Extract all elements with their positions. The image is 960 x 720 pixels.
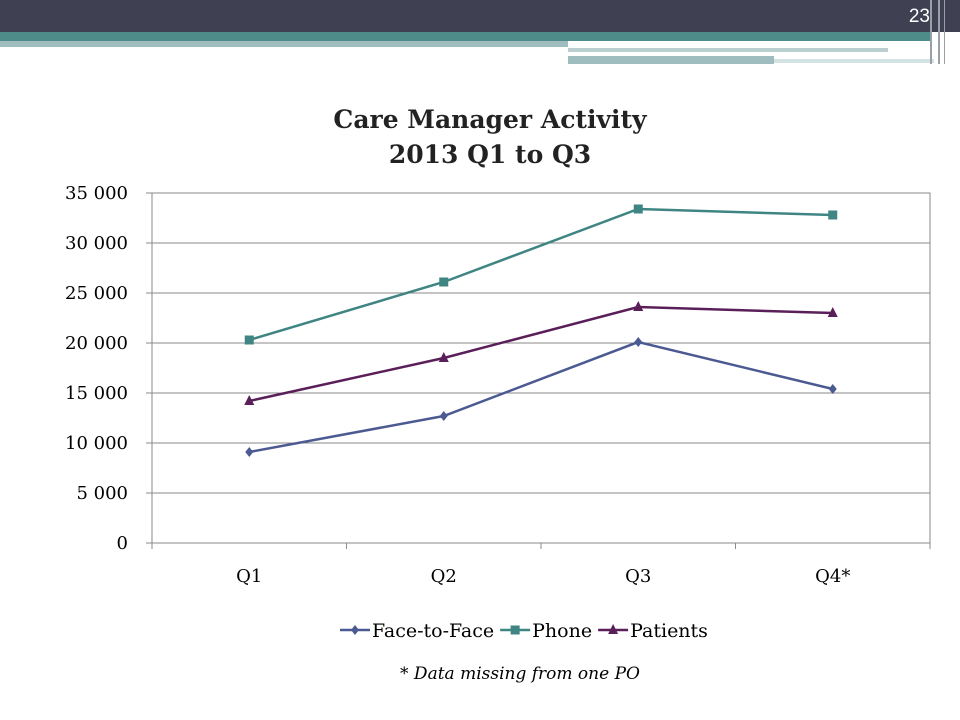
header-stripe xyxy=(774,59,934,63)
y-tick-label: 20 000 xyxy=(65,333,128,354)
y-tick-label: 10 000 xyxy=(65,433,128,454)
y-tick-label: 30 000 xyxy=(65,233,128,254)
header-stripe xyxy=(0,32,930,41)
header-divider xyxy=(930,0,932,64)
data-point-phone xyxy=(633,204,643,214)
y-tick-label: 5 000 xyxy=(76,483,128,504)
header-bar xyxy=(0,0,960,32)
x-tick-label: Q1 xyxy=(236,566,262,587)
data-point-phone xyxy=(244,335,254,345)
legend-marker-phone xyxy=(510,625,520,635)
data-point-patients xyxy=(633,301,644,311)
legend-marker-face-to-face xyxy=(351,625,359,635)
series-line-phone xyxy=(248,207,833,342)
header-stripe xyxy=(568,56,774,64)
series-line-patients xyxy=(248,305,833,403)
series-line-face-to-face xyxy=(249,340,834,454)
y-tick-label: 25 000 xyxy=(65,283,128,304)
footnote: * Data missing from one PO xyxy=(400,664,640,684)
data-point-face-to-face xyxy=(245,447,254,457)
y-tick-label: 35 000 xyxy=(65,183,128,204)
header-divider xyxy=(944,0,945,64)
x-tick-label: Q3 xyxy=(625,566,651,587)
legend-label-patients: Patients xyxy=(630,620,708,642)
legend-marker-patients xyxy=(608,624,619,634)
slide-number: 23 xyxy=(908,6,930,27)
y-tick-label: 15 000 xyxy=(65,383,128,404)
data-point-patients xyxy=(244,395,255,405)
y-tick-label: 0 xyxy=(117,533,128,554)
data-point-patients xyxy=(827,307,838,317)
data-point-phone xyxy=(439,277,449,287)
legend-label-face-to-face: Face-to-Face xyxy=(372,620,494,642)
data-point-face-to-face xyxy=(634,337,643,347)
data-point-face-to-face xyxy=(439,411,448,421)
x-tick-label: Q4* xyxy=(815,566,850,587)
header-stripe xyxy=(0,41,568,47)
header-stripe xyxy=(568,48,888,52)
chart-title: Care Manager Activity xyxy=(333,105,648,134)
legend-label-phone: Phone xyxy=(532,620,592,642)
x-tick-label: Q2 xyxy=(431,566,457,587)
data-point-phone xyxy=(828,210,838,220)
data-point-face-to-face xyxy=(828,384,837,394)
chart-subtitle: 2013 Q1 to Q3 xyxy=(389,140,591,169)
data-point-patients xyxy=(438,352,449,362)
header-divider xyxy=(938,0,940,64)
